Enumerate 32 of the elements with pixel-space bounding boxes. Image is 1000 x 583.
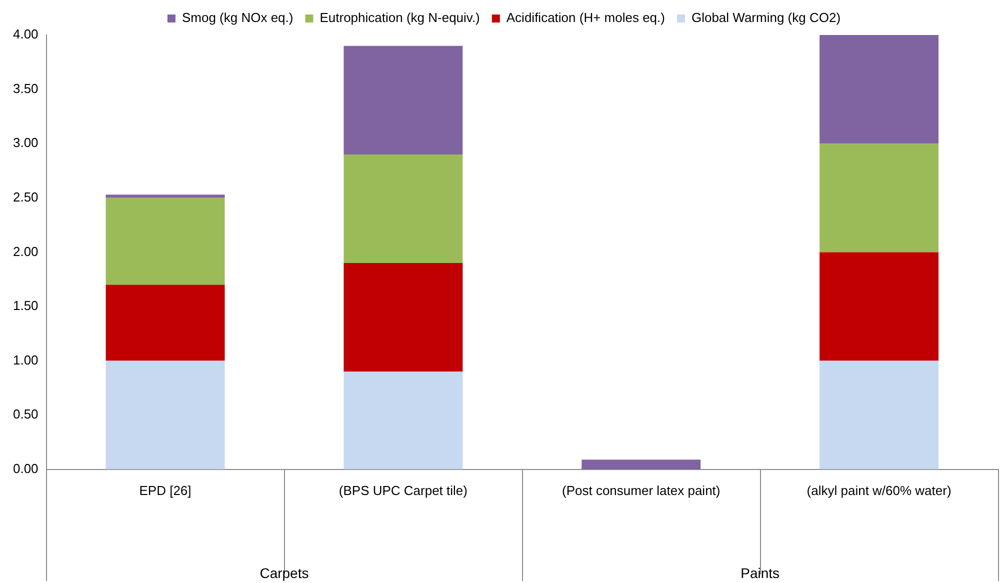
bar — [344, 154, 463, 264]
bar — [820, 360, 939, 470]
x-tick-label: (alkyl paint w/60% water) — [806, 482, 952, 498]
y-tick-label: 0.50 — [12, 406, 38, 422]
legend-label: Global Warming (kg CO2) — [691, 10, 841, 26]
bar — [106, 198, 225, 285]
bar — [582, 460, 701, 470]
bar — [820, 252, 939, 361]
bar — [344, 46, 463, 154]
legend-label: Acidification (H+ moles eq.) — [506, 10, 665, 26]
y-tick-label: 0.00 — [12, 460, 38, 476]
x-tick-label: EPD [26] — [139, 482, 192, 498]
legend-label: Eutrophication (kg N-equiv.) — [320, 10, 480, 26]
x-tick-label: (BPS UPC Carpet tile) — [338, 482, 468, 498]
y-tick-label: 4.00 — [12, 26, 38, 42]
bar — [106, 284, 225, 361]
text: Paints — [740, 564, 780, 581]
bar — [820, 35, 939, 144]
bar — [344, 372, 463, 470]
bar — [106, 360, 225, 470]
bar — [106, 194, 225, 198]
legend-label: Smog (kg NOx eq.) — [182, 10, 294, 26]
y-tick-label: 2.50 — [12, 189, 38, 204]
bar — [344, 263, 463, 372]
y-tick-label: 3.00 — [12, 135, 38, 150]
y-tick-label: 1.50 — [12, 298, 38, 314]
text: Carpets — [260, 564, 309, 581]
y-tick-label: 1.00 — [12, 352, 38, 368]
y-tick-label: 3.50 — [12, 80, 38, 96]
bar — [820, 144, 939, 252]
y-tick-label: 2.00 — [12, 244, 38, 259]
x-tick-label: (Post consumer latex paint) — [562, 482, 720, 498]
